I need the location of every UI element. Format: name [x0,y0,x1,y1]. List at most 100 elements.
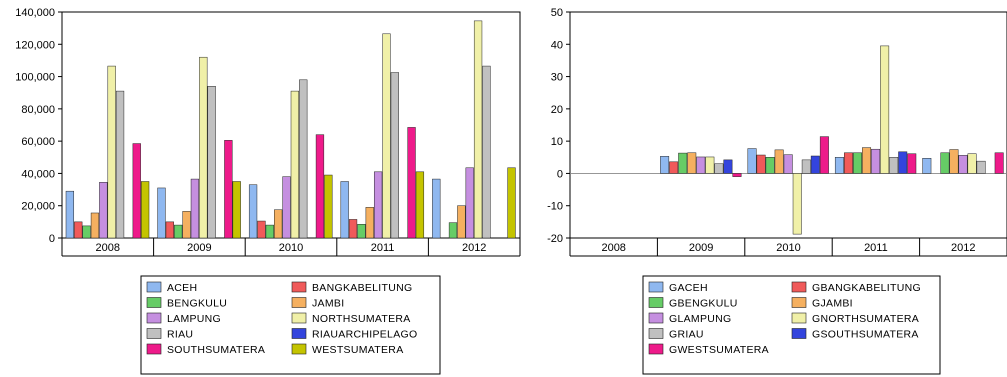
bar-gwestsumatera-2012 [994,152,1004,174]
bar-griau-2009 [714,163,724,174]
bar-bengkulu-2011 [357,224,366,239]
x-tick-label: 2010 [776,242,800,254]
bar-jambi-2008 [90,212,100,239]
bar-westsumatera-2011 [415,171,425,239]
bar-jambi-2009 [182,211,191,239]
legend-label: GJAMBI [812,298,853,310]
y-tick-label: 140,000 [15,7,55,19]
bar-riau-2010 [299,79,308,239]
bar-jambi-2010 [274,209,283,239]
bar-glampung-2011 [871,148,881,174]
legend-label: GBENGKULU [669,298,738,310]
y-tick-label: 120,000 [15,39,55,51]
bar-gbangkabelitung-2011 [843,152,853,174]
bar-northsumatera-2012 [473,20,483,239]
legend-label: GBANGKABELITUNG [812,282,921,294]
y-tick-label: 80,000 [21,104,55,116]
bar-griau-2010 [801,159,811,174]
bar-riau-2011 [390,72,399,239]
bar-gbangkabelitung-2009 [669,161,679,174]
y-tick-label: 10 [551,136,563,148]
bar-southsumatera-2011 [407,127,416,239]
bar-gsouthsumatera-2010 [810,155,820,174]
y-tick-label: 40 [551,39,563,51]
bar-riau-2009 [207,86,216,239]
y-tick-label: 100,000 [15,72,55,84]
x-tick-label: 2012 [951,242,975,254]
bar-southsumatera-2009 [224,140,233,239]
bars [660,45,1004,235]
legend-label: SOUTHSUMATERA [167,344,265,356]
legend-swatch [291,297,307,308]
bar-aceh-2009 [157,187,166,239]
x-tick-label: 2008 [601,242,625,254]
x-tick-label: 2010 [279,242,303,254]
bar-northsumatera-2010 [290,90,300,239]
legend-label: GWESTSUMATERA [669,344,769,356]
y-tick-label: 30 [551,72,563,84]
bar-riau-2008 [115,90,125,239]
legend-swatch [791,281,807,293]
bar-jambi-2012 [457,205,466,239]
y-tick-label: 50 [551,7,563,19]
bar-jambi-2011 [365,207,374,239]
legend-label: LAMPUNG [167,313,221,325]
legend-swatch [648,312,664,324]
legend-swatch [648,343,664,355]
bar-gnorthsumatera-2011 [880,45,890,174]
legend-swatch [291,281,307,293]
bar-gsouthsumatera-2009 [723,159,733,174]
legend-label: WESTSUMATERA [312,344,404,356]
legend-swatch [791,312,807,324]
bar-gsouthsumatera-2011 [898,151,908,174]
legend-label: BENGKULU [167,298,227,310]
bar-aceh-2012 [432,178,441,239]
y-tick-label: 20,000 [21,201,55,213]
y-tick-label: -10 [547,201,563,213]
bar-gwestsumatera-2009 [732,173,742,177]
legend-swatch [146,343,162,355]
legend-swatch [791,328,807,339]
bar-bangkabelitung-2011 [348,219,358,239]
legend-swatch [648,297,664,308]
bar-bangkabelitung-2010 [257,220,266,239]
legend-label: GNORTHSUMATERA [812,313,919,325]
bar-riau-2012 [482,65,491,239]
bar-gaceh-2011 [834,157,844,174]
bar-westsumatera-2008 [140,181,150,239]
legend-label: RIAU [167,329,193,341]
bar-northsumatera-2008 [107,65,116,239]
legend-box [140,275,441,375]
x-tick-label: 2012 [462,242,486,254]
legend-swatch [648,281,664,293]
legend-swatch [291,312,307,324]
legend-label: NORTHSUMATERA [312,313,411,325]
bar-gnorthsumatera-2009 [705,156,715,174]
bar-bengkulu-2010 [265,224,274,239]
legend-swatch [146,297,162,308]
bar-gbengkulu-2010 [765,157,775,174]
bar-gbengkulu-2012 [940,152,950,174]
x-tick-label: 2009 [187,242,211,254]
bar-lampung-2010 [282,176,291,239]
bar-southsumatera-2010 [315,134,325,239]
legend-swatch [291,328,307,339]
y-tick-label: 0 [557,168,563,180]
legend-swatch [146,328,162,339]
bar-gaceh-2012 [922,158,932,174]
plot-frame [569,11,1007,239]
bar-gnorthsumatera-2012 [967,153,977,174]
bar-bangkabelitung-2009 [165,221,174,239]
bar-lampung-2009 [190,178,200,239]
bar-bengkulu-2012 [448,222,458,239]
bar-gjambi-2011 [862,147,872,174]
legend-label: ACEH [167,282,197,294]
bar-bangkabelitung-2008 [74,221,83,239]
legend-label: GSOUTHSUMATERA [812,329,919,341]
legend-swatch [791,297,807,308]
bars [65,20,516,239]
legend-label: JAMBI [312,298,344,310]
y-tick-label: 60,000 [21,136,55,148]
bar-glampung-2009 [696,156,706,174]
